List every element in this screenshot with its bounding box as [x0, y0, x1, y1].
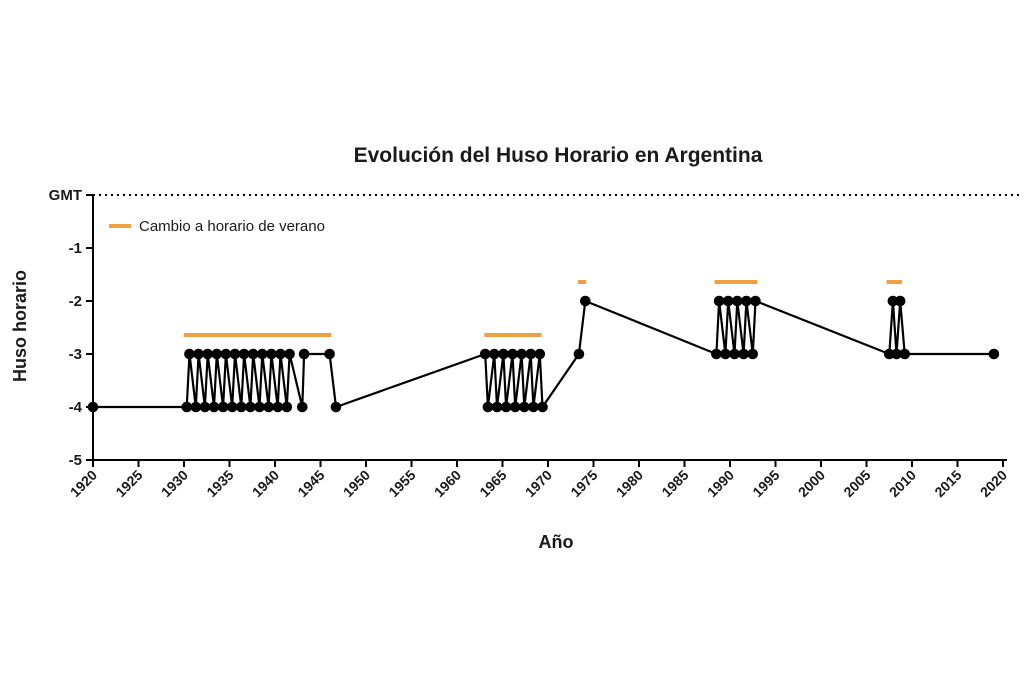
- data-point: [220, 348, 232, 360]
- data-point: [988, 348, 1000, 360]
- data-point: [256, 348, 268, 360]
- x-tick-label: 2020: [977, 467, 1010, 500]
- data-point: [482, 401, 494, 413]
- data-point: [489, 348, 500, 360]
- x-tick-label: 1990: [704, 467, 737, 500]
- data-point: [181, 401, 193, 413]
- data-point: [275, 348, 286, 360]
- legend: Cambio a horario de verano: [109, 218, 325, 235]
- y-tick-label: GMT: [49, 187, 82, 204]
- data-point: [519, 401, 530, 413]
- data-point: [537, 401, 548, 413]
- y-tick-label: -4: [69, 399, 83, 416]
- x-tick-label: 1920: [67, 467, 100, 500]
- data-point: [729, 348, 740, 360]
- data-point: [525, 348, 537, 360]
- x-tick-label: 1940: [249, 467, 282, 500]
- data-point: [500, 401, 512, 413]
- x-tick-label: 1960: [431, 467, 464, 500]
- data-point: [747, 348, 759, 360]
- data-point: [247, 348, 259, 360]
- x-tick-label: 1980: [613, 467, 646, 500]
- y-tick-label: -2: [69, 293, 82, 310]
- data-point: [580, 295, 591, 307]
- x-tick-label: 2010: [886, 467, 919, 500]
- data-point: [741, 295, 752, 307]
- data-point: [254, 401, 265, 413]
- data-point: [887, 295, 899, 307]
- data-point: [184, 348, 195, 360]
- x-tick-label: 1975: [567, 467, 600, 500]
- data-point: [507, 348, 518, 360]
- dst-periods: [184, 280, 902, 337]
- x-tick-label: 2000: [795, 467, 828, 500]
- data-point: [297, 401, 308, 413]
- data-point: [731, 295, 743, 307]
- data-point: [491, 401, 503, 413]
- x-tick-label: 1950: [340, 467, 373, 500]
- data-point: [479, 348, 491, 360]
- data-point: [190, 401, 202, 413]
- data-point: [324, 348, 335, 360]
- legend-label: Cambio a horario de verano: [139, 218, 325, 235]
- data-point: [298, 348, 310, 360]
- y-tick-label: -5: [69, 452, 82, 469]
- x-tick-label: 1925: [112, 467, 145, 500]
- data-point: [202, 348, 213, 360]
- y-axis-label: Huso horario: [10, 270, 30, 382]
- data-point: [284, 348, 295, 360]
- data-point: [208, 401, 220, 413]
- data-point: [899, 348, 911, 360]
- data-point: [236, 401, 247, 413]
- x-tick-label: 1945: [294, 467, 327, 500]
- data-point: [211, 348, 223, 360]
- x-tick-label: 1955: [385, 467, 418, 500]
- x-tick-label: 1985: [658, 467, 691, 500]
- data-point: [330, 401, 342, 413]
- data-point: [217, 401, 229, 413]
- series: [87, 295, 1000, 413]
- data-point: [516, 348, 527, 360]
- x-tick-label: 1935: [203, 467, 236, 500]
- data-point: [229, 348, 241, 360]
- data-point: [883, 348, 895, 360]
- data-point: [528, 401, 539, 413]
- data-point: [711, 348, 722, 360]
- data-point: [722, 295, 734, 307]
- x-tick-label: 1995: [749, 467, 782, 500]
- data-point: [238, 348, 250, 360]
- data-point: [534, 348, 546, 360]
- x-tick-label: 2005: [840, 467, 873, 500]
- data-point: [87, 401, 99, 413]
- chart-title: Evolución del Huso Horario en Argentina: [354, 144, 763, 167]
- data-point: [199, 401, 211, 413]
- data-point: [738, 348, 749, 360]
- data-point: [894, 295, 906, 307]
- data-point: [713, 295, 725, 307]
- x-axis-label: Año: [539, 532, 574, 552]
- x-tick-label: 1930: [158, 467, 191, 500]
- data-point: [193, 348, 204, 360]
- data-point: [226, 401, 238, 413]
- data-point: [281, 401, 293, 413]
- data-point: [245, 401, 256, 413]
- x-tick-label: 1970: [522, 467, 555, 500]
- data-point: [573, 348, 585, 360]
- data-point: [720, 348, 731, 360]
- data-point: [266, 348, 277, 360]
- x-tick-label: 1965: [476, 467, 509, 500]
- data-point: [750, 295, 761, 307]
- data-point: [272, 401, 284, 413]
- y-tick-label: -1: [69, 240, 82, 257]
- data-point: [509, 401, 521, 413]
- data-point: [498, 348, 509, 360]
- data-point: [891, 348, 902, 360]
- data-point: [263, 401, 274, 413]
- x-tick-label: 2015: [931, 467, 964, 500]
- y-tick-label: -3: [69, 346, 82, 363]
